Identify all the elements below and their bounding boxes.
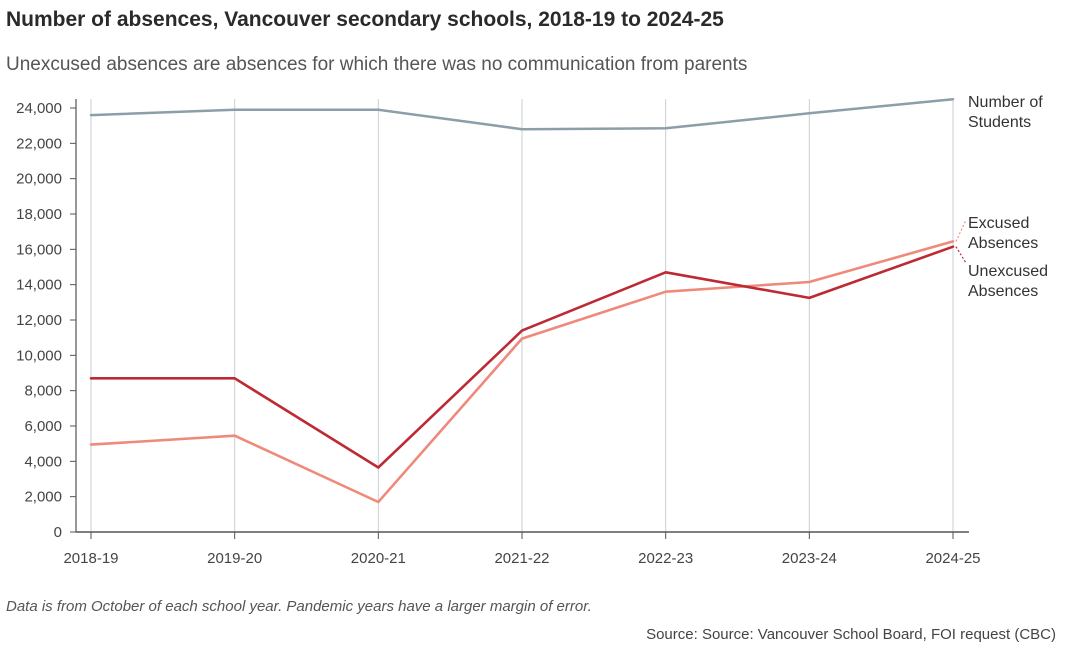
y-tick-label: 18,000	[16, 206, 62, 223]
series-label-number-of-students: Students	[968, 114, 1031, 131]
y-tick-label: 14,000	[16, 277, 62, 294]
y-tick-label: 16,000	[16, 241, 62, 258]
x-tick-label: 2022-23	[638, 550, 693, 567]
x-tick-label: 2019-20	[207, 550, 262, 567]
x-tick-label: 2023-24	[782, 550, 837, 567]
series-label-excused-absences: Excused	[968, 215, 1029, 232]
y-tick-label: 8,000	[24, 383, 62, 400]
y-tick-label: 0	[54, 524, 62, 541]
y-tick-label: 6,000	[24, 418, 62, 435]
series-label-excused-absences: Absences	[968, 235, 1038, 252]
x-tick-label: 2024-25	[925, 550, 980, 567]
y-tick-label: 22,000	[16, 135, 62, 152]
y-tick-label: 4,000	[24, 453, 62, 470]
x-tick-label: 2020-21	[351, 550, 406, 567]
series-leader-excused-absences	[955, 219, 967, 242]
chart-source: Source: Source: Vancouver School Board, …	[646, 626, 1056, 643]
series-line-unexcused-absences	[89, 245, 955, 469]
series-leader-unexcused-absences	[955, 246, 967, 264]
y-tick-label: 24,000	[16, 100, 62, 117]
x-tick-label: 2018-19	[63, 550, 118, 567]
series-line-excused-absences	[89, 240, 955, 504]
chart-title: Number of absences, Vancouver secondary …	[6, 8, 724, 31]
series-label-number-of-students: Number of	[968, 94, 1043, 111]
y-tick-label: 10,000	[16, 347, 62, 364]
series-label-unexcused-absences: Unexcused	[968, 263, 1048, 280]
series-line-number-of-students	[89, 97, 955, 131]
chart-footnote: Data is from October of each school year…	[6, 598, 592, 615]
y-tick-label: 20,000	[16, 171, 62, 188]
x-tick-label: 2021-22	[494, 550, 549, 567]
line-chart: 0 2,000 4,000 6,000 8,000 10,000 12,000 14,000 1…	[16, 94, 1048, 567]
y-tick-label: 12,000	[16, 312, 62, 329]
chart-subtitle: Unexcused absences are absences for whic…	[6, 54, 748, 75]
y-tick-label: 2,000	[24, 489, 62, 506]
series-label-unexcused-absences: Absences	[968, 283, 1038, 300]
